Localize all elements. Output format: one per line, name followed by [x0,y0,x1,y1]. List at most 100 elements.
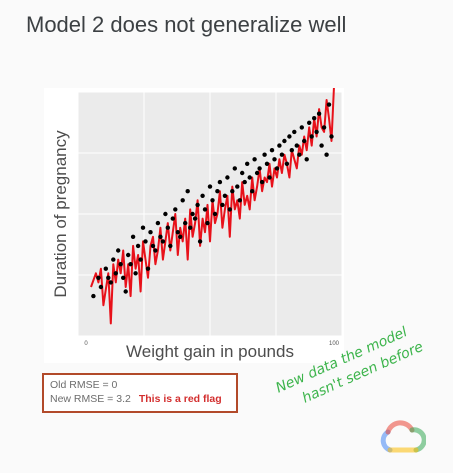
data-point [183,220,188,226]
chart-container: 0 100 Weight gain in pounds Duration of pre… [44,88,344,363]
red-flag-text: This is a red flag [138,393,222,405]
series-line [90,88,335,325]
data-point [150,243,156,249]
data-point [227,207,232,212]
data-point [264,161,270,166]
data-point [217,179,223,185]
data-point [106,275,111,280]
data-point [103,266,108,271]
data-point [329,134,334,139]
data-point [200,193,205,198]
data-point [259,179,265,185]
data-point [140,225,146,230]
data-point [307,120,312,125]
data-point [230,189,235,194]
data-point [247,175,252,180]
data-point [123,289,128,294]
data-point [297,152,302,157]
data-point [163,211,168,217]
data-point [210,198,215,203]
data-point [153,248,158,253]
data-point [289,148,294,153]
slide-title: Model 2 does not generalize well [26,12,347,37]
google-cloud-logo-svg [380,420,427,453]
data-point [252,157,257,162]
annotation-svg: New data the model hasn't seen before [273,324,425,407]
data-point [195,202,200,208]
data-point [96,275,101,280]
data-point [173,207,178,212]
data-point [324,152,329,157]
data-point [168,243,173,249]
data-point [292,129,297,135]
data-point [321,125,327,130]
data-point [148,230,153,235]
data-point [326,102,332,107]
data-point [91,293,96,299]
data-point [314,129,319,135]
data-point [205,220,210,226]
new-rmse-text: New RMSE = 3.2 [50,393,131,405]
data-point [160,239,166,244]
data-point [316,111,322,116]
data-point [294,143,299,148]
x-tick-label: 100 [329,341,340,347]
data-point [225,175,230,180]
data-point [309,134,314,139]
data-point [197,239,203,244]
data-point [143,239,148,244]
x-tick-label: 0 [84,341,88,347]
data-point [299,125,304,130]
data-point [304,157,309,162]
data-point [287,134,292,139]
data-point [269,148,275,153]
data-point [257,166,262,171]
data-point [207,184,213,189]
data-point [165,225,170,230]
data-point [133,271,138,276]
data-point [118,262,123,267]
data-point [279,152,285,157]
data-point [190,211,195,217]
data-point [302,138,307,144]
handwritten-annotation: New data the model hasn't seen before [262,318,452,407]
data-point [126,252,131,258]
data-point [116,248,121,253]
data-point [138,257,143,262]
data-point [121,275,126,280]
new-rmse-line: New RMSE = 3.2 This is a red flag [50,392,230,406]
data-point [145,266,151,271]
data-point [178,234,183,239]
data-point [274,166,280,171]
data-point [212,211,218,217]
data-point [180,198,185,203]
data-point [170,216,175,221]
rmse-box: Old RMSE = 0 New RMSE = 3.2 This is a red… [42,373,238,413]
data-point [277,143,282,148]
google-cloud-icon [376,420,427,456]
data-point [237,198,242,203]
data-point [254,170,260,176]
data-point [113,271,119,276]
data-point [128,262,133,267]
data-point [108,280,114,285]
data-point [312,116,317,121]
y-axis-label: Duration of pregnancy [51,130,70,298]
data-point [222,193,228,198]
data-point [185,189,190,194]
data-point [250,189,255,194]
data-point [242,179,247,185]
data-point [240,170,245,176]
data-point [284,161,290,166]
data-point [262,152,267,157]
data-point [267,175,272,180]
data-point [155,220,161,226]
data-point [245,161,250,166]
data-point [272,157,277,162]
data-point [220,202,225,208]
data-point [98,284,104,290]
data-point [135,243,141,249]
data-point [232,166,237,171]
data-point [319,143,324,148]
data-point [188,225,193,230]
